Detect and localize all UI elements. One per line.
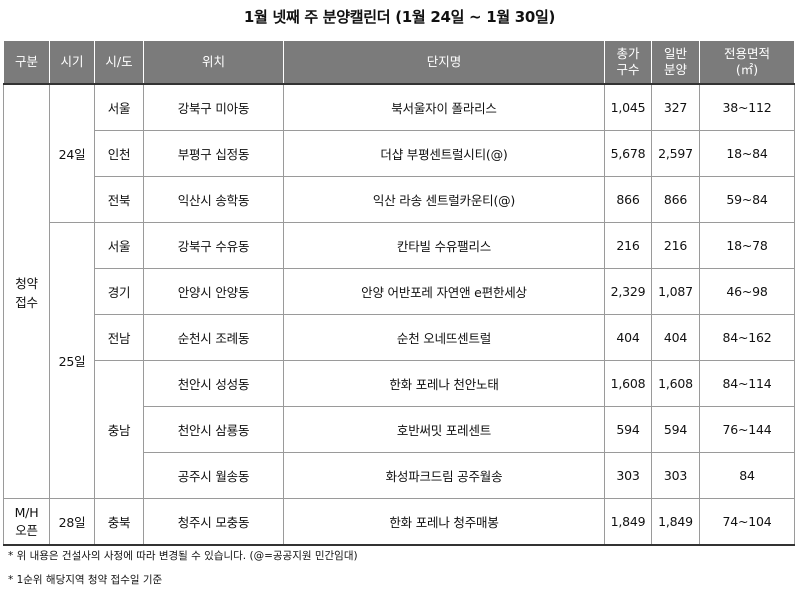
table-row: 인천 부평구 십정동 더샵 부평센트럴시티(@) 5,678 2,597 18~… xyxy=(4,130,795,177)
general-units-cell: 1,849 xyxy=(651,498,700,546)
total-units-cell: 216 xyxy=(604,222,652,269)
location-cell: 부평구 십정동 xyxy=(143,130,284,177)
complex-cell: 칸타빌 수유팰리스 xyxy=(283,222,605,269)
period-cell: 28일 xyxy=(49,498,95,546)
region-cell: 경기 xyxy=(94,268,144,315)
category-subscription: 청약 접수 xyxy=(3,83,50,499)
complex-cell: 한화 포레나 청주매봉 xyxy=(283,498,605,546)
table-row: 전북 익산시 송학동 익산 라송 센트럴카운티(@) 866 866 59~84 xyxy=(4,176,795,223)
general-units-cell: 327 xyxy=(651,83,700,131)
header-category: 구분 xyxy=(3,40,50,85)
general-units-cell: 866 xyxy=(651,176,700,223)
category-modelhouse: M/H 오픈 xyxy=(3,498,50,546)
area-cell: 84~114 xyxy=(699,360,795,407)
region-cell: 서울 xyxy=(94,222,144,269)
area-cell: 46~98 xyxy=(699,268,795,315)
complex-cell: 더샵 부평센트럴시티(@) xyxy=(283,130,605,177)
total-units-cell: 594 xyxy=(604,406,652,453)
area-cell: 76~144 xyxy=(699,406,795,453)
area-cell: 74~104 xyxy=(699,498,795,546)
sales-calendar-table: 구분 시기 시/도 위치 단지명 총가 구수 일반 분양 전용면적 (㎡) 청약 접수 … xyxy=(3,40,795,546)
table-row: 전남 순천시 조례동 순천 오네뜨센트럴 404 404 84~162 xyxy=(4,314,795,361)
location-cell: 강북구 미아동 xyxy=(143,83,284,131)
table-row: 경기 안양시 안양동 안양 어반포레 자연앤 e편한세상 2,329 1,087… xyxy=(4,268,795,315)
header-total-units: 총가 구수 xyxy=(604,40,652,85)
location-cell: 청주시 모충동 xyxy=(143,498,284,546)
complex-cell: 순천 오네뜨센트럴 xyxy=(283,314,605,361)
table-header-row: 구분 시기 시/도 위치 단지명 총가 구수 일반 분양 전용면적 (㎡) xyxy=(3,40,795,85)
general-units-cell: 216 xyxy=(651,222,700,269)
table-row: M/H 오픈 28일 충북 청주시 모충동 한화 포레나 청주매봉 1,849 1… xyxy=(3,498,795,546)
location-cell: 안양시 안양동 xyxy=(143,268,284,315)
area-cell: 38~112 xyxy=(699,83,795,131)
header-region: 시/도 xyxy=(94,40,144,85)
region-cell: 충북 xyxy=(94,498,144,546)
location-cell: 순천시 조례동 xyxy=(143,314,284,361)
header-complex: 단지명 xyxy=(283,40,605,85)
area-cell: 18~84 xyxy=(699,130,795,177)
total-units-cell: 1,849 xyxy=(604,498,652,546)
complex-cell: 한화 포레나 천안노태 xyxy=(283,360,605,407)
location-cell: 천안시 성성동 xyxy=(143,360,284,407)
complex-cell: 익산 라송 센트럴카운티(@) xyxy=(283,176,605,223)
complex-cell: 북서울자이 폴라리스 xyxy=(283,83,605,131)
region-cell: 인천 xyxy=(94,130,144,177)
location-cell: 공주시 월송동 xyxy=(143,452,284,499)
complex-cell: 화성파크드림 공주월송 xyxy=(283,452,605,499)
area-cell: 84 xyxy=(699,452,795,499)
page-title: 1월 넷째 주 분양캘린더 (1월 24일 ~ 1월 30일) xyxy=(243,8,556,26)
table-row: 천안시 삼룡동 호반써밋 포레센트 594 594 76~144 xyxy=(4,406,795,453)
area-cell: 84~162 xyxy=(699,314,795,361)
header-area: 전용면적 (㎡) xyxy=(699,40,795,85)
header-period: 시기 xyxy=(49,40,95,85)
general-units-cell: 404 xyxy=(651,314,700,361)
table-row: 청약 접수 24일 서울 강북구 미아동 북서울자이 폴라리스 1,045 327… xyxy=(3,83,795,499)
total-units-cell: 404 xyxy=(604,314,652,361)
area-cell: 18~78 xyxy=(699,222,795,269)
header-general-units: 일반 분양 xyxy=(651,40,700,85)
general-units-cell: 2,597 xyxy=(651,130,700,177)
header-location: 위치 xyxy=(143,40,284,85)
table-row: 충남 천안시 성성동 한화 포레나 천안노태 1,608 1,608 84~11… xyxy=(4,360,795,499)
general-units-cell: 303 xyxy=(651,452,700,499)
total-units-cell: 2,329 xyxy=(604,268,652,315)
location-cell: 강북구 수유동 xyxy=(143,222,284,269)
period-cell: 25일 xyxy=(49,222,95,499)
complex-cell: 호반써밋 포레센트 xyxy=(283,406,605,453)
region-cell: 전남 xyxy=(94,314,144,361)
total-units-cell: 303 xyxy=(604,452,652,499)
region-cell: 전북 xyxy=(94,176,144,223)
table-row: 공주시 월송동 화성파크드림 공주월송 303 303 84 xyxy=(4,452,795,499)
general-units-cell: 1,608 xyxy=(651,360,700,407)
total-units-cell: 5,678 xyxy=(604,130,652,177)
footnote-criteria: * 1순위 해당지역 청약 접수일 기준 xyxy=(8,574,163,586)
total-units-cell: 1,045 xyxy=(604,83,652,131)
total-units-cell: 1,608 xyxy=(604,360,652,407)
general-units-cell: 594 xyxy=(651,406,700,453)
region-cell: 서울 xyxy=(94,83,144,131)
period-cell: 24일 xyxy=(49,83,95,223)
general-units-cell: 1,087 xyxy=(651,268,700,315)
total-units-cell: 866 xyxy=(604,176,652,223)
complex-cell: 안양 어반포레 자연앤 e편한세상 xyxy=(283,268,605,315)
region-cell: 충남 xyxy=(94,360,144,499)
location-cell: 천안시 삼룡동 xyxy=(143,406,284,453)
footnote-change-notice: * 위 내용은 건설사의 사정에 따라 변경될 수 있습니다. (@=공공지원 … xyxy=(8,550,358,562)
location-cell: 익산시 송학동 xyxy=(143,176,284,223)
area-cell: 59~84 xyxy=(699,176,795,223)
table-row: 25일 서울 강북구 수유동 칸타빌 수유팰리스 216 216 18~78 xyxy=(4,222,795,499)
